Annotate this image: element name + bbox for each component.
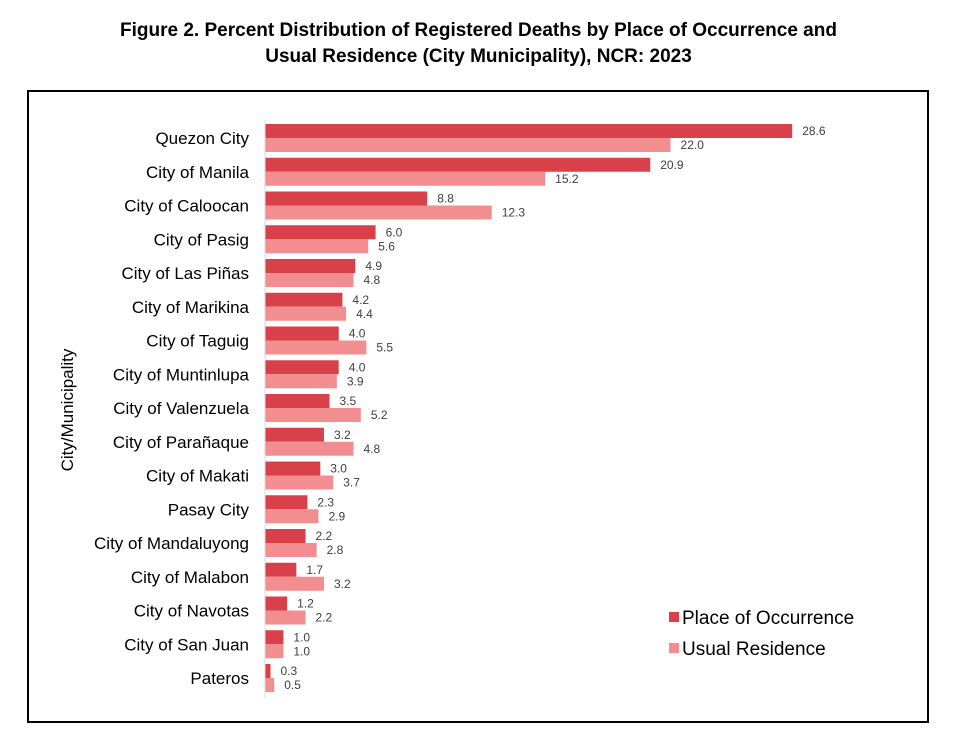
bar-usual-residence-city-of-mandaluyong: [265, 543, 317, 557]
bar-place-of-occurrence-city-of-las-pinas: [265, 259, 356, 273]
bar-place-of-occurrence-city-of-marikina: [265, 292, 343, 307]
y-tick-label-city-of-muntinlupa: City of Muntinlupa: [113, 365, 250, 384]
data-label-usual-residence-city-of-las-pinas: 4.8: [363, 273, 380, 287]
data-label-usual-residence-pasay-city: 2.9: [328, 509, 345, 523]
data-label-place-of-occurrence-pasay-city: 2.3: [317, 495, 334, 509]
y-tick-label-city-of-mandaluyong: City of Mandaluyong: [94, 534, 249, 553]
y-tick-label-city-of-pasig: City of Pasig: [154, 230, 249, 249]
legend: Place of Occurrence Usual Residence: [669, 608, 854, 660]
bar-place-of-occurrence-quezon-city: [265, 124, 793, 138]
bar-place-of-occurrence-pasay-city: [265, 495, 308, 510]
bar-place-of-occurrence-city-of-navotas: [265, 596, 288, 611]
data-label-place-of-occurrence-city-of-manila: 20.9: [660, 158, 684, 172]
bar-chart: 28.622.020.915.28.812.36.05.64.94.84.24.…: [58, 120, 854, 698]
y-tick-label-pateros: Pateros: [190, 669, 249, 688]
data-label-place-of-occurrence-city-of-taguig: 4.0: [349, 327, 366, 341]
legend-swatch-place-of-occurrence: [669, 612, 679, 622]
y-tick-label-city-of-las-pinas: City of Las Piñas: [121, 264, 249, 283]
bar-place-of-occurrence-city-of-san-juan: [265, 630, 284, 645]
data-label-usual-residence-city-of-muntinlupa: 3.9: [347, 374, 364, 388]
bar-usual-residence-city-of-manila: [265, 171, 546, 186]
data-label-place-of-occurrence-city-of-paranaque: 3.2: [334, 428, 351, 442]
bar-usual-residence-city-of-las-pinas: [265, 273, 354, 287]
labels-layer: 28.622.020.915.28.812.36.05.64.94.84.24.…: [281, 124, 826, 692]
y-tick-label-city-of-valenzuela: City of Valenzuela: [113, 399, 249, 418]
data-label-usual-residence-city-of-navotas: 2.2: [316, 611, 333, 625]
data-label-usual-residence-city-of-marikina: 4.4: [356, 307, 373, 321]
data-label-place-of-occurrence-city-of-san-juan: 1.0: [293, 630, 310, 644]
y-tick-label-city-of-caloocan: City of Caloocan: [124, 197, 249, 216]
bar-place-of-occurrence-city-of-paranaque: [265, 427, 324, 442]
bars-layer: [265, 124, 793, 692]
data-label-usual-residence-city-of-paranaque: 4.8: [363, 442, 380, 456]
bar-usual-residence-pateros: [265, 678, 275, 692]
bar-place-of-occurrence-city-of-makati: [265, 461, 321, 476]
bar-usual-residence-city-of-makati: [265, 475, 334, 490]
y-tick-label-city-of-makati: City of Makati: [146, 467, 249, 486]
bar-usual-residence-city-of-taguig: [265, 340, 367, 355]
legend-label-place-of-occurrence: Place of Occurrence: [682, 608, 854, 629]
y-tick-label-city-of-taguig: City of Taguig: [146, 332, 249, 351]
data-label-usual-residence-city-of-mandaluyong: 2.8: [327, 543, 344, 557]
bar-usual-residence-city-of-muntinlupa: [265, 374, 337, 389]
bar-usual-residence-city-of-navotas: [265, 610, 306, 625]
y-tick-label-city-of-navotas: City of Navotas: [134, 602, 249, 621]
data-label-place-of-occurrence-city-of-caloocan: 8.8: [437, 192, 454, 206]
y-tick-label-pasay-city: Pasay City: [168, 500, 250, 519]
data-label-usual-residence-city-of-pasig: 5.6: [378, 239, 395, 253]
data-label-place-of-occurrence-city-of-malabon: 1.7: [306, 563, 323, 577]
figure-title: Figure 2. Percent Distribution of Regist…: [0, 18, 957, 70]
data-label-place-of-occurrence-city-of-valenzuela: 3.5: [340, 394, 357, 408]
legend-label-usual-residence: Usual Residence: [682, 639, 826, 660]
data-label-place-of-occurrence-city-of-navotas: 1.2: [297, 597, 314, 611]
data-label-place-of-occurrence-city-of-makati: 3.0: [330, 462, 347, 476]
bar-place-of-occurrence-city-of-pasig: [265, 225, 376, 240]
chart-frame: 28.6 22.0 20.9 15.2 8.8 12.3 6.0 5.6 4.9 4.8 4.2 4.…: [27, 90, 929, 723]
y-tick-label-city-of-malabon: City of Malabon: [131, 568, 249, 587]
data-label-usual-residence-pateros: 0.5: [284, 678, 301, 692]
figure-title-line-1: Figure 2. Percent Distribution of Regist…: [120, 20, 837, 41]
bar-place-of-occurrence-city-of-taguig: [265, 326, 339, 341]
legend-swatch-usual-residence: [669, 643, 679, 653]
y-tick-label-city-of-san-juan: City of San Juan: [124, 635, 249, 654]
bar-usual-residence-city-of-caloocan: [265, 205, 492, 220]
data-label-place-of-occurrence-city-of-mandaluyong: 2.2: [316, 529, 333, 543]
y-axis-title: City/Municipality: [58, 348, 77, 471]
data-label-usual-residence-city-of-makati: 3.7: [343, 476, 360, 490]
bar-place-of-occurrence-city-of-valenzuela: [265, 394, 330, 408]
bar-usual-residence-pasay-city: [265, 509, 319, 524]
bar-usual-residence-city-of-malabon: [265, 576, 324, 591]
data-label-usual-residence-quezon-city: 22.0: [681, 138, 705, 152]
bar-usual-residence-quezon-city: [265, 138, 671, 152]
data-label-place-of-occurrence-city-of-muntinlupa: 4.0: [349, 360, 366, 374]
y-tick-label-city-of-marikina: City of Marikina: [132, 298, 250, 317]
bar-place-of-occurrence-pateros: [265, 664, 271, 678]
data-label-place-of-occurrence-pateros: 0.3: [281, 664, 298, 678]
data-label-usual-residence-city-of-malabon: 3.2: [334, 577, 351, 591]
bar-place-of-occurrence-city-of-manila: [265, 157, 651, 172]
y-tick-label-city-of-manila: City of Manila: [146, 163, 250, 182]
data-label-usual-residence-city-of-taguig: 5.5: [376, 341, 393, 355]
figure-title-line-2: Usual Residence (City Municipality), NCR…: [265, 46, 692, 67]
data-label-place-of-occurrence-city-of-pasig: 6.0: [386, 225, 403, 239]
bar-place-of-occurrence-city-of-mandaluyong: [265, 529, 306, 543]
bar-usual-residence-city-of-paranaque: [265, 441, 354, 456]
data-label-place-of-occurrence-city-of-las-pinas: 4.9: [365, 259, 382, 273]
y-tick-labels: Quezon City City of Manila City of Calooca…: [94, 129, 250, 688]
bar-usual-residence-city-of-marikina: [265, 306, 347, 321]
bar-usual-residence-city-of-pasig: [265, 239, 369, 254]
data-label-usual-residence-city-of-manila: 15.2: [555, 172, 579, 186]
y-tick-label-city-of-paranaque: City of Parañaque: [113, 433, 249, 452]
data-label-place-of-occurrence-quezon-city: 28.6: [802, 124, 826, 138]
data-label-usual-residence-city-of-caloocan: 12.3: [502, 206, 526, 220]
bar-usual-residence-city-of-valenzuela: [265, 408, 361, 422]
data-label-usual-residence-city-of-valenzuela: 5.2: [371, 408, 388, 422]
bar-place-of-occurrence-city-of-malabon: [265, 562, 297, 577]
bar-place-of-occurrence-city-of-muntinlupa: [265, 360, 339, 375]
bar-place-of-occurrence-city-of-caloocan: [265, 191, 428, 206]
y-tick-label-quezon-city: Quezon City: [155, 129, 249, 148]
bar-usual-residence-city-of-san-juan: [265, 644, 284, 659]
data-label-place-of-occurrence-city-of-marikina: 4.2: [352, 293, 369, 307]
data-label-usual-residence-city-of-san-juan: 1.0: [293, 644, 310, 658]
